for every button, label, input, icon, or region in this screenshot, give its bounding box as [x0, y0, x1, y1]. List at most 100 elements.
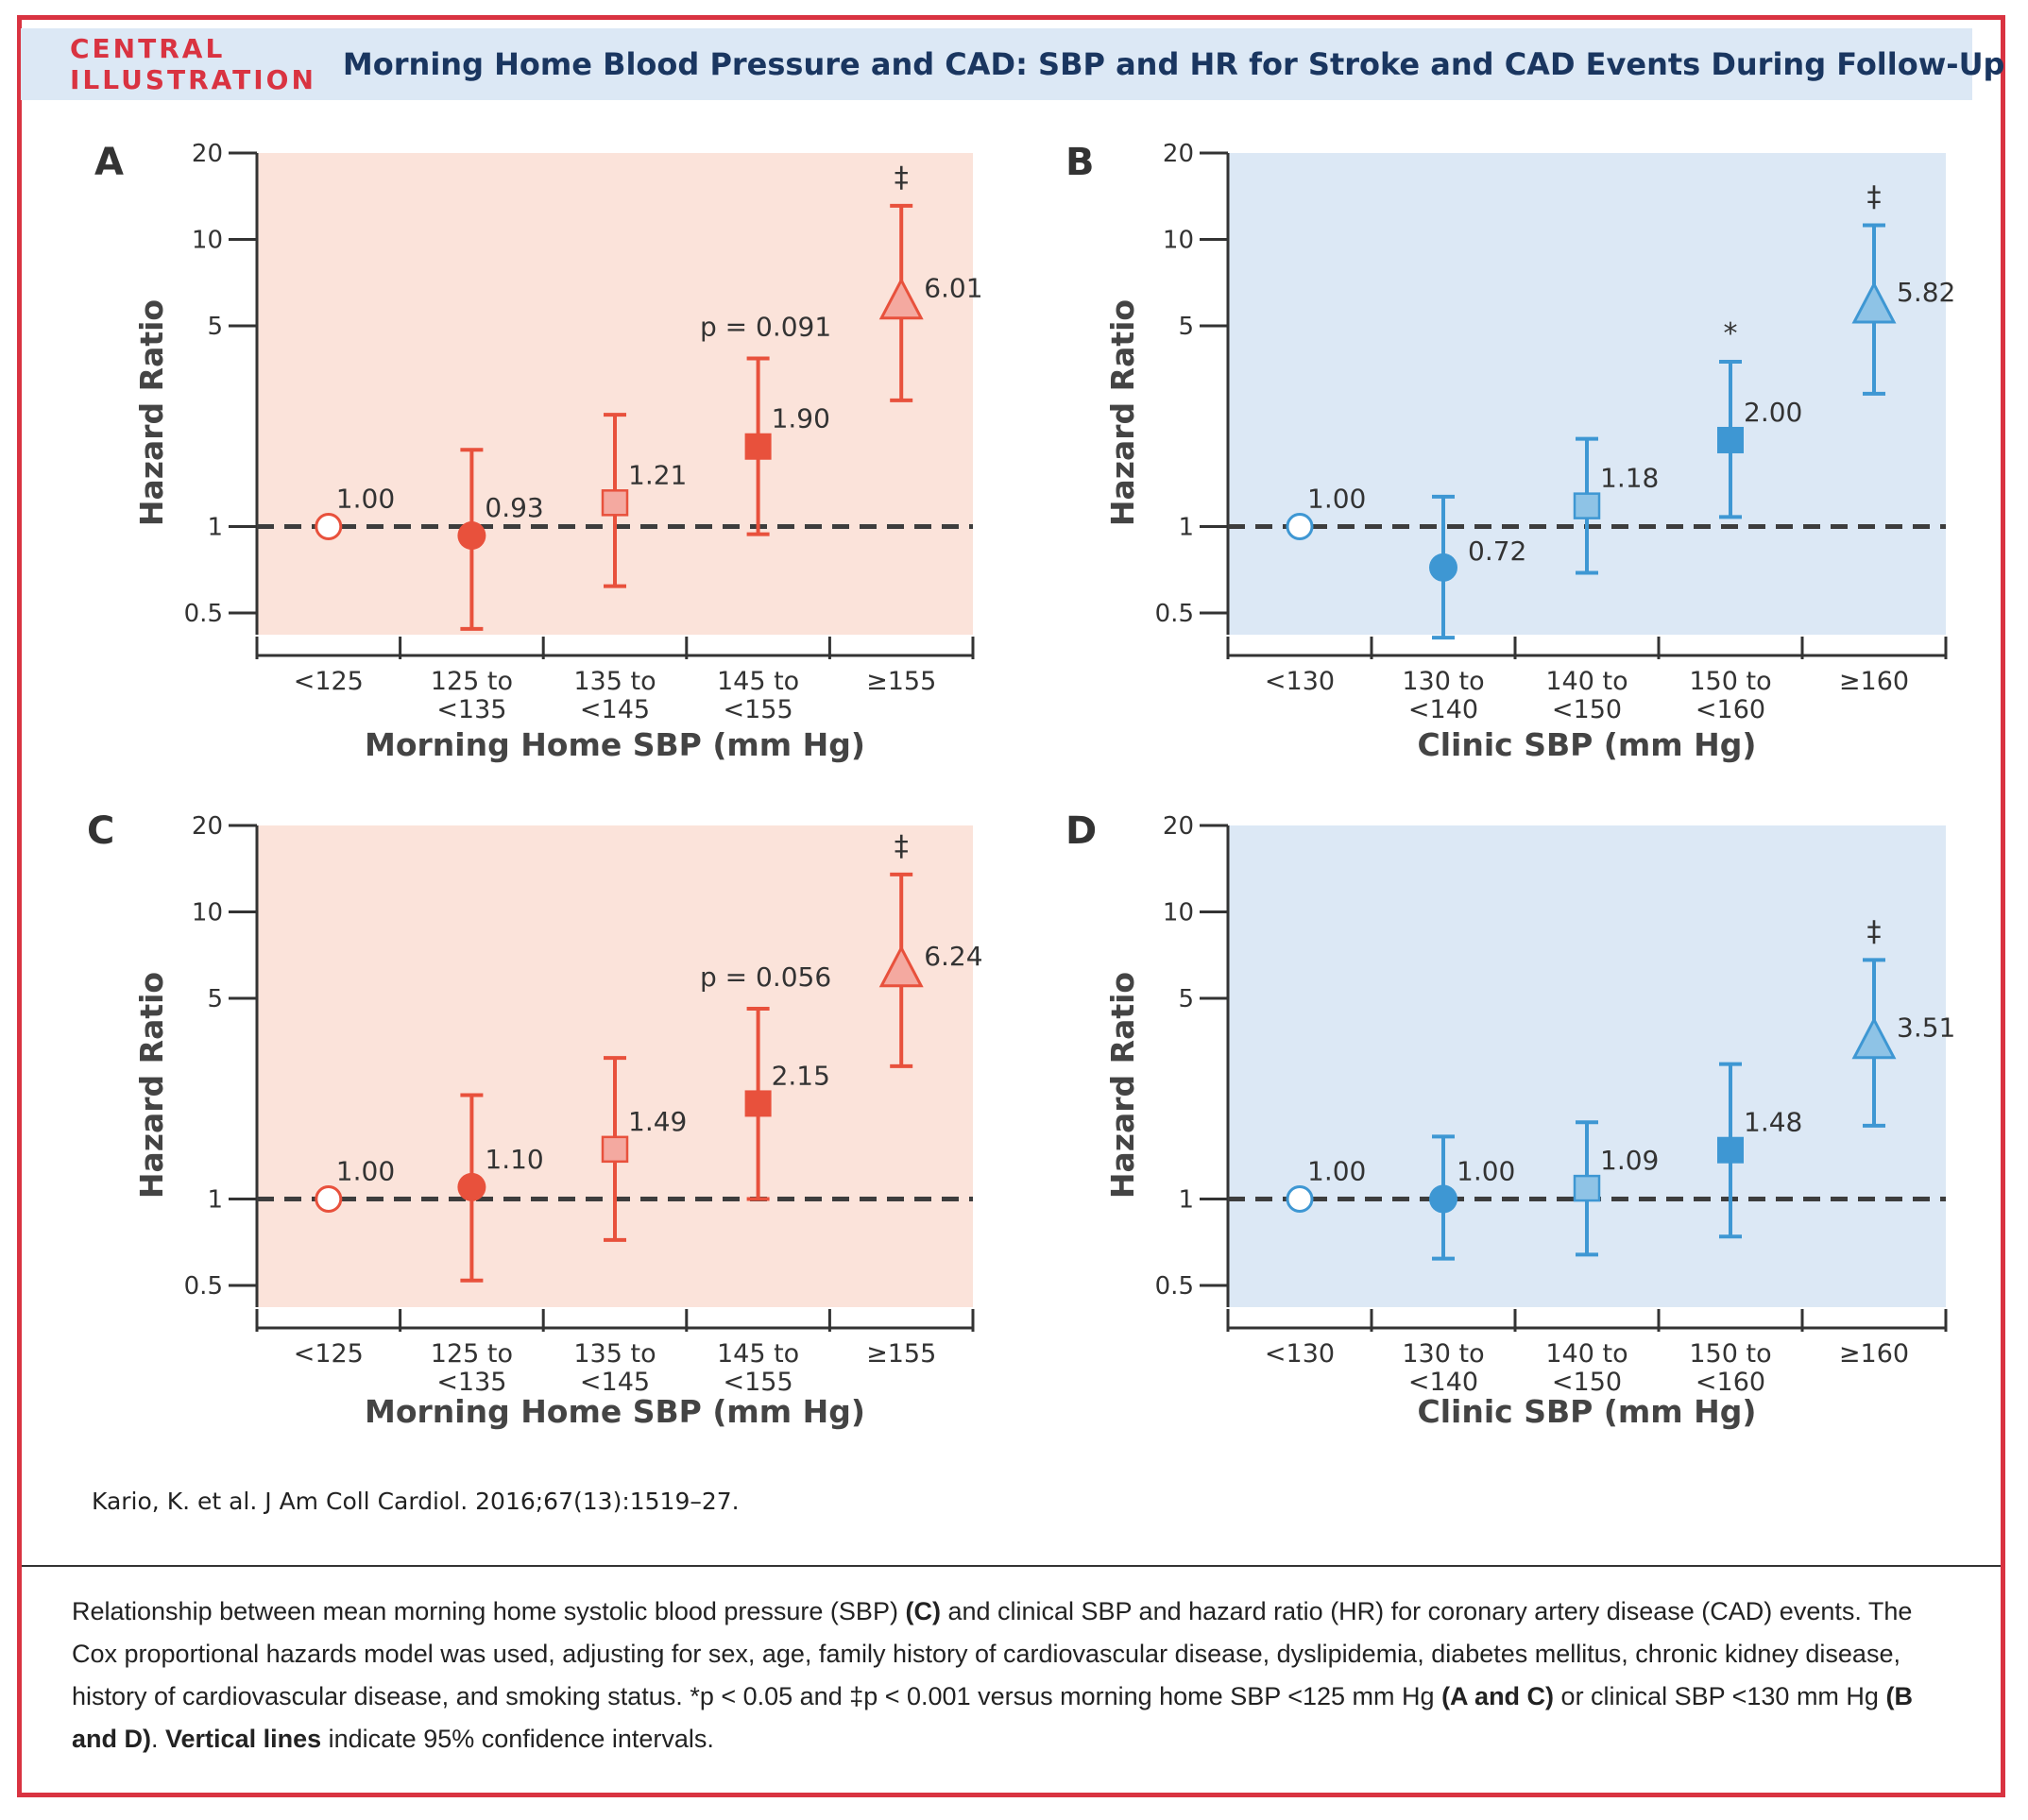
significance-annotation: ‡ — [1867, 915, 1882, 948]
x-axis-title: Morning Home SBP (mm Hg) — [365, 1393, 865, 1430]
central-illustration-tag: CENTRAL ILLUSTRATION — [70, 33, 316, 95]
value-label: 1.10 — [485, 1144, 543, 1175]
y-tick-label: 0.5 — [184, 1272, 223, 1301]
x-tick-label: 135 to — [573, 1339, 656, 1369]
x-axis-title: Morning Home SBP (mm Hg) — [365, 726, 865, 763]
panel-letter: A — [94, 141, 124, 184]
x-tick-label: 125 to — [431, 667, 513, 696]
marker-square-light — [1573, 1174, 1601, 1202]
x-tick-label: <145 — [580, 1368, 650, 1397]
value-label: 0.93 — [485, 492, 543, 523]
x-tick-label: ≥160 — [1839, 667, 1909, 696]
value-label: 1.00 — [1307, 483, 1366, 514]
marker-square — [1717, 1136, 1744, 1164]
marker-triangle — [1851, 1016, 1897, 1060]
figure-header: CENTRAL ILLUSTRATION Morning Home Blood … — [21, 28, 2004, 100]
y-tick-label: 1 — [207, 513, 223, 541]
caption-text: and clinical SBP and hazard ratio (HR) f… — [72, 1597, 1913, 1710]
caption-text: . — [151, 1725, 166, 1753]
marker-circle — [1429, 553, 1457, 582]
x-tick-label: <125 — [294, 667, 364, 696]
x-tick-label: 145 to — [717, 667, 799, 696]
y-tick-label: 1 — [1178, 513, 1194, 541]
marker-circle — [457, 1172, 486, 1201]
y-tick-label: 10 — [192, 899, 223, 927]
value-label: 2.00 — [1744, 397, 1802, 428]
marker-open-circle — [1286, 1184, 1314, 1213]
marker-square — [1717, 426, 1744, 453]
value-label: 1.00 — [336, 1155, 395, 1186]
marker-square-light — [1573, 492, 1601, 519]
y-tick-label: 5 — [1178, 313, 1194, 341]
value-label: 6.01 — [924, 273, 982, 304]
y-tick-label: 1 — [1178, 1185, 1194, 1214]
y-tick-label: 5 — [207, 313, 223, 341]
significance-annotation: * — [1724, 317, 1738, 350]
value-label: 1.90 — [772, 403, 830, 434]
y-tick-label: 20 — [1163, 140, 1194, 168]
x-tick-label: <150 — [1552, 1368, 1622, 1397]
caption-bold: (B and D) — [72, 1682, 1913, 1753]
significance-annotation: ‡ — [1867, 181, 1882, 214]
panel-letter: D — [1065, 809, 1097, 853]
y-tick-label: 1 — [207, 1185, 223, 1214]
chart-panel-d: D 0.5 1 5 10 20 Hazard Ratio <130 130 to<140 140 … — [1065, 809, 1955, 1430]
x-tick-label: <160 — [1696, 695, 1765, 724]
significance-annotation: p = 0.091 — [700, 312, 831, 343]
y-tick-label: 0.5 — [1155, 600, 1194, 628]
marker-open-circle — [1286, 512, 1314, 540]
caption-text: or clinical SBP <130 mm Hg — [1554, 1682, 1886, 1710]
significance-annotation: ‡ — [895, 830, 909, 863]
marker-triangle — [878, 277, 924, 320]
marker-circle — [1429, 1184, 1457, 1214]
x-axis-title: Clinic SBP (mm Hg) — [1418, 726, 1757, 763]
marker-open-circle — [315, 512, 343, 540]
x-tick-label: 135 to — [573, 667, 656, 696]
panel-letter: B — [1065, 141, 1095, 184]
caption-divider — [22, 1565, 2001, 1567]
x-tick-label: 150 to — [1689, 667, 1771, 696]
y-axis-title: Hazard Ratio — [1104, 299, 1141, 526]
caption-bold: (C) — [905, 1597, 941, 1625]
caption-text: Relationship between mean morning home s… — [72, 1597, 906, 1625]
x-tick-label: ≥155 — [866, 1339, 936, 1369]
value-label: 1.21 — [628, 459, 687, 490]
marker-triangle — [1851, 281, 1897, 324]
x-tick-label: <140 — [1408, 1368, 1478, 1397]
citation: Kario, K. et al. J Am Coll Cardiol. 2016… — [92, 1488, 740, 1515]
value-label: 0.72 — [1468, 536, 1526, 567]
y-tick-label: 0.5 — [184, 600, 223, 628]
marker-square-light — [601, 489, 629, 517]
x-tick-label: <150 — [1552, 695, 1622, 724]
value-label: 6.24 — [924, 941, 982, 972]
x-tick-label: <130 — [1265, 667, 1335, 696]
marker-square — [744, 433, 772, 460]
caption-bold: (A and C) — [1441, 1682, 1555, 1710]
y-tick-label: 20 — [192, 140, 223, 168]
x-tick-label: 140 to — [1545, 667, 1628, 696]
x-tick-label: <135 — [436, 695, 506, 724]
significance-annotation: ‡ — [895, 162, 909, 195]
marker-open-circle — [315, 1184, 343, 1213]
value-label: 1.48 — [1744, 1107, 1802, 1138]
value-label: 1.00 — [336, 483, 395, 514]
marker-square-light — [601, 1135, 629, 1164]
y-tick-label: 20 — [1163, 812, 1194, 841]
x-tick-label: <140 — [1408, 695, 1478, 724]
x-tick-label: 140 to — [1545, 1339, 1628, 1369]
x-axis-title: Clinic SBP (mm Hg) — [1418, 1393, 1757, 1430]
y-axis-title: Hazard Ratio — [1104, 972, 1141, 1199]
value-label: 5.82 — [1897, 277, 1955, 308]
x-tick-label: 145 to — [717, 1339, 799, 1369]
panel-letter: C — [87, 809, 114, 853]
caption-bold: Vertical lines — [165, 1725, 322, 1753]
marker-square — [744, 1090, 772, 1117]
value-label: 1.00 — [1307, 1155, 1366, 1186]
figure-title: Morning Home Blood Pressure and CAD: SBP… — [342, 46, 2005, 82]
y-tick-label: 10 — [1163, 899, 1194, 927]
caption-text: indicate 95% confidence intervals. — [321, 1725, 714, 1753]
x-tick-label: <125 — [294, 1339, 364, 1369]
y-tick-label: 5 — [1178, 985, 1194, 1013]
x-tick-label: <155 — [724, 1368, 793, 1397]
x-tick-label: <135 — [436, 1368, 506, 1397]
